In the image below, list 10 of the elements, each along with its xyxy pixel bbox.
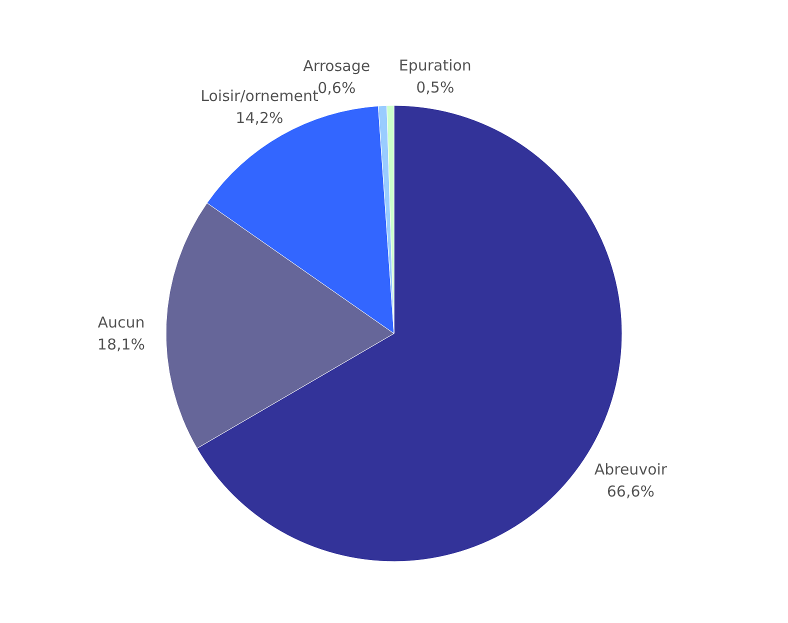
slice-label: Arrosage — [303, 56, 370, 75]
data-label: 66,6% — [606, 482, 655, 501]
data-label: 0,6% — [318, 78, 356, 97]
slice-label: Loisir/ornement — [200, 86, 318, 105]
slice-label: Aucun — [98, 313, 145, 332]
slice-label: Epuration — [398, 56, 472, 75]
data-label: 18,1% — [97, 335, 146, 354]
data-label: 14,2% — [236, 108, 284, 127]
slice-label: Abreuvoir — [594, 460, 668, 479]
data-label: 0,5% — [416, 78, 454, 97]
